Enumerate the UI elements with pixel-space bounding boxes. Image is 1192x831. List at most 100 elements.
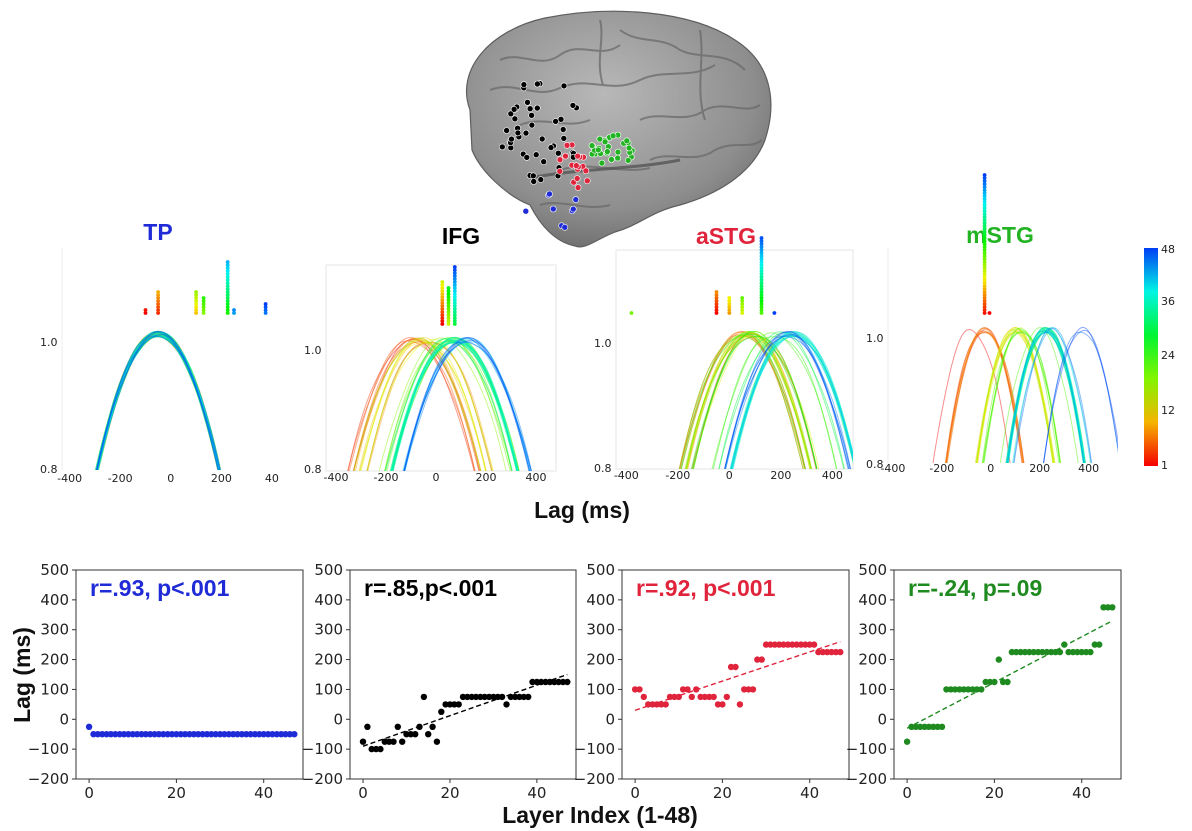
scatter-point-layer-7 <box>112 731 119 738</box>
x-tick-label: 200 <box>770 469 791 482</box>
scatter-point-layer-38 <box>520 693 527 701</box>
peak-dot-layer-5 <box>440 310 445 314</box>
electrode-tp <box>546 190 553 198</box>
peak-dot-layer-5 <box>156 305 161 309</box>
encoding-curve-layer-21 <box>95 334 219 470</box>
encoding-curve-layer-44 <box>1013 327 1092 463</box>
encoding-curve-layer-46 <box>403 341 530 471</box>
x-tick-label: 40 <box>254 784 273 802</box>
electrode-tp <box>522 207 530 215</box>
encoding-curve-layer-23 <box>711 332 838 469</box>
y-tick-label: 300 <box>858 621 887 639</box>
electrode-tp <box>549 205 557 213</box>
encoding-curve-layer-8 <box>96 331 221 470</box>
encoding-curve-layer-24 <box>97 336 220 470</box>
y-tick-label: 400 <box>858 591 887 609</box>
scatter-point-layer-41 <box>806 641 813 648</box>
x-tick-label: 0 <box>433 471 440 484</box>
scatter-point-layer-9 <box>666 693 674 701</box>
scatter-point-layer-4 <box>99 731 106 738</box>
encoding-curve-layer-26 <box>690 330 818 469</box>
y-tick-label: 0 <box>605 710 615 728</box>
scatter-point-layer-45 <box>1096 641 1103 648</box>
peak-dot-layer-16 <box>982 269 987 273</box>
peak-dot-layer-48 <box>452 265 457 269</box>
scatter-point-layer-48 <box>291 731 298 738</box>
scatter-point-layer-20 <box>986 678 994 686</box>
peak-dot-layer-10 <box>156 290 161 294</box>
scatter-point-layer-1 <box>903 738 911 745</box>
encoding-curve-layer-6 <box>679 335 804 469</box>
encoding-curve-layer-12 <box>95 332 220 470</box>
scatter-frame <box>893 569 1122 780</box>
electrode-mstg <box>588 142 596 149</box>
electrode-mstg <box>609 132 617 140</box>
scatter-point-layer-42 <box>538 678 545 686</box>
encoding-curve-layer-13 <box>976 332 1054 463</box>
scatter-point-layer-46 <box>828 648 835 656</box>
x-tick-label: -400 <box>57 472 82 485</box>
encoding-curve-layer-30 <box>1007 327 1087 463</box>
electrode-ifg <box>530 178 538 185</box>
encoding-curve-layer-46 <box>1042 331 1118 463</box>
encoding-frame <box>615 249 854 470</box>
y-tick-label: 200 <box>586 651 615 669</box>
peak-dot-layer-2 <box>714 308 719 312</box>
x-tick-label: 40 <box>1072 784 1091 802</box>
peak-dot-layer-36 <box>759 269 764 273</box>
peak-dot-layer-36 <box>225 278 230 282</box>
scatter-point-layer-30 <box>1030 648 1037 656</box>
peak-dot-layer-1 <box>440 322 445 326</box>
peak-dot-layer-36 <box>452 301 457 305</box>
scatter-point-layer-28 <box>749 686 757 693</box>
peak-dot-layer-11 <box>727 305 732 309</box>
y-tick-label: 1.0 <box>866 332 884 345</box>
scatter-point-layer-8 <box>390 738 397 745</box>
peak-dot-layer-11 <box>440 292 445 296</box>
electrode-mstg <box>625 144 633 152</box>
encoding-curve-layer-17 <box>976 331 1054 463</box>
encoding-curve-layer-37 <box>95 330 220 470</box>
electrode-astg <box>562 152 569 160</box>
scatter-point-layer-2 <box>636 686 643 693</box>
encoding-curve-layer-19 <box>982 327 1062 463</box>
scatter-point-layer-18 <box>160 731 167 738</box>
scatter-point-layer-29 <box>481 693 488 701</box>
peak-dot-layer-15 <box>194 299 199 303</box>
encoding-panel-astg: -400 -200 0 200 400 1.0 0.8 <box>594 236 854 482</box>
encoding-curve-layer-25 <box>97 333 221 470</box>
electrode-mstg <box>614 148 622 156</box>
scatter-point-layer-42 <box>810 641 818 648</box>
peak-dot-layer-18 <box>982 263 987 267</box>
encoding-curve-layer-21 <box>678 334 804 469</box>
encoding-curve-layer-7 <box>678 331 805 469</box>
encoding-curve-layer-34 <box>96 331 221 470</box>
y-tick-label: −100 <box>846 740 887 758</box>
peak-dot-layer-38 <box>759 263 764 267</box>
scatter-point-layer-9 <box>938 723 946 730</box>
peak-dot-layer-7 <box>714 293 719 297</box>
electrode-astg <box>574 152 582 160</box>
x-tick-label: -400 <box>880 462 905 475</box>
peak-dot-layer-40 <box>225 266 230 270</box>
scatter-point-layer-44 <box>1091 641 1099 648</box>
encoding-curve-layer-16 <box>95 333 219 470</box>
scatter-point-layer-47 <box>832 648 840 656</box>
scatter-point-layer-48 <box>1109 604 1116 611</box>
encoding-curve-layer-28 <box>391 341 518 471</box>
peak-dot-layer-24 <box>759 305 764 309</box>
electrode-mstg <box>596 135 604 143</box>
encoding-curve-layer-30 <box>718 331 845 469</box>
electrode-mstg <box>608 156 615 163</box>
peak-dot-layer-26 <box>446 292 451 296</box>
scatter-point-layer-36 <box>238 731 246 738</box>
y-tick-label: 300 <box>40 621 69 639</box>
encoding-curve-layer-18 <box>685 331 812 469</box>
encoding-curve-layer-38 <box>1006 329 1085 463</box>
scatter-point-layer-20 <box>714 701 722 708</box>
peak-dot-layer-28 <box>446 286 451 290</box>
encoding-curve-layer-40 <box>97 332 221 470</box>
peak-dot-layer-35 <box>982 212 987 216</box>
encoding-curve-layer-23 <box>384 338 513 471</box>
